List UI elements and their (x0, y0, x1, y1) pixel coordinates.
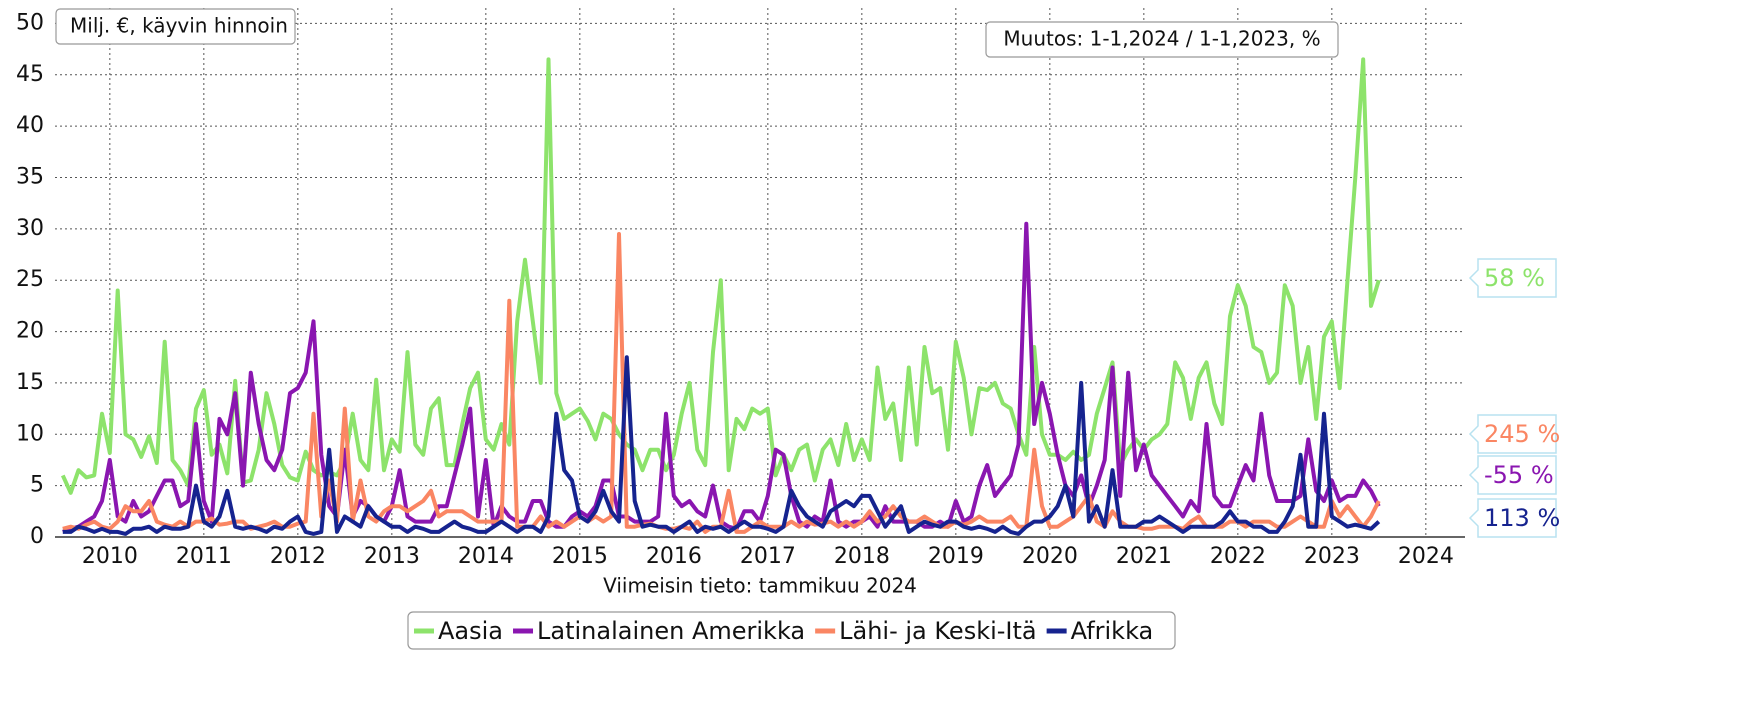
change-label: Muutos: 1-1,2024 / 1-1,2023, % (1003, 27, 1320, 51)
callout-box (1468, 258, 1557, 298)
legend-label: Lähi- ja Keski-Itä (839, 617, 1036, 645)
x-tick-label: 2024 (1398, 544, 1454, 569)
y-tick-label: 30 (16, 216, 44, 241)
x-tick-label: 2018 (834, 544, 890, 569)
x-tick-label: 2016 (646, 544, 702, 569)
legend-label: Afrikka (1071, 617, 1154, 645)
x-tick-label: 2012 (270, 544, 326, 569)
y-tick-label: 45 (16, 62, 44, 87)
series-line (60, 57, 1381, 495)
legend: Aasia Latinalainen Amerikka Lähi- ja Keski… (414, 617, 1153, 645)
callout-box (1468, 414, 1557, 454)
legend-box (407, 611, 1176, 650)
x-tick-label: 2015 (552, 544, 608, 569)
y-tick-label: 35 (16, 164, 44, 189)
callout-box (1468, 498, 1557, 538)
x-tick-label: 2013 (364, 544, 420, 569)
y-tick-label: 5 (30, 473, 44, 498)
y-tick-label: 50 (16, 10, 44, 35)
x-tick-label: 2021 (1116, 544, 1172, 569)
y-tick-label: 10 (16, 421, 44, 446)
legend-label: Latinalainen Amerikka (537, 617, 805, 645)
change-box (985, 21, 1339, 58)
y-tick-label: 40 (16, 113, 44, 138)
units-label: Milj. €, käyvin hinnoin (70, 14, 288, 38)
change-value: 245 % (1484, 420, 1560, 448)
x-tick-label: 2019 (928, 544, 984, 569)
x-tick-label: 2011 (176, 544, 232, 569)
x-tick-label: 2014 (458, 544, 514, 569)
change-value: 58 % (1484, 264, 1545, 292)
series-line (62, 355, 1381, 536)
x-tick-label: 2022 (1210, 544, 1266, 569)
x-tick-label: 2023 (1304, 544, 1360, 569)
plot-lines (60, 57, 1381, 536)
units-box (55, 8, 296, 45)
y-tick-label: 15 (16, 370, 44, 395)
y-tick-label: 20 (16, 319, 44, 344)
callout-box (1468, 455, 1557, 495)
y-tick-label: 25 (16, 267, 44, 292)
x-tick-label: 2017 (740, 544, 796, 569)
x-tick-label: 2020 (1022, 544, 1078, 569)
x-tick-label: 2010 (82, 544, 138, 569)
y-tick-label: 0 (30, 524, 44, 549)
legend-label: Aasia (438, 617, 503, 645)
footer: Viimeisin tieto: tammikuu 2024 (603, 574, 917, 598)
change-callouts: 58 % -55 % 245 % 113 % (1468, 258, 1560, 538)
change-value: -55 % (1484, 461, 1554, 489)
change-value: 113 % (1484, 504, 1560, 532)
